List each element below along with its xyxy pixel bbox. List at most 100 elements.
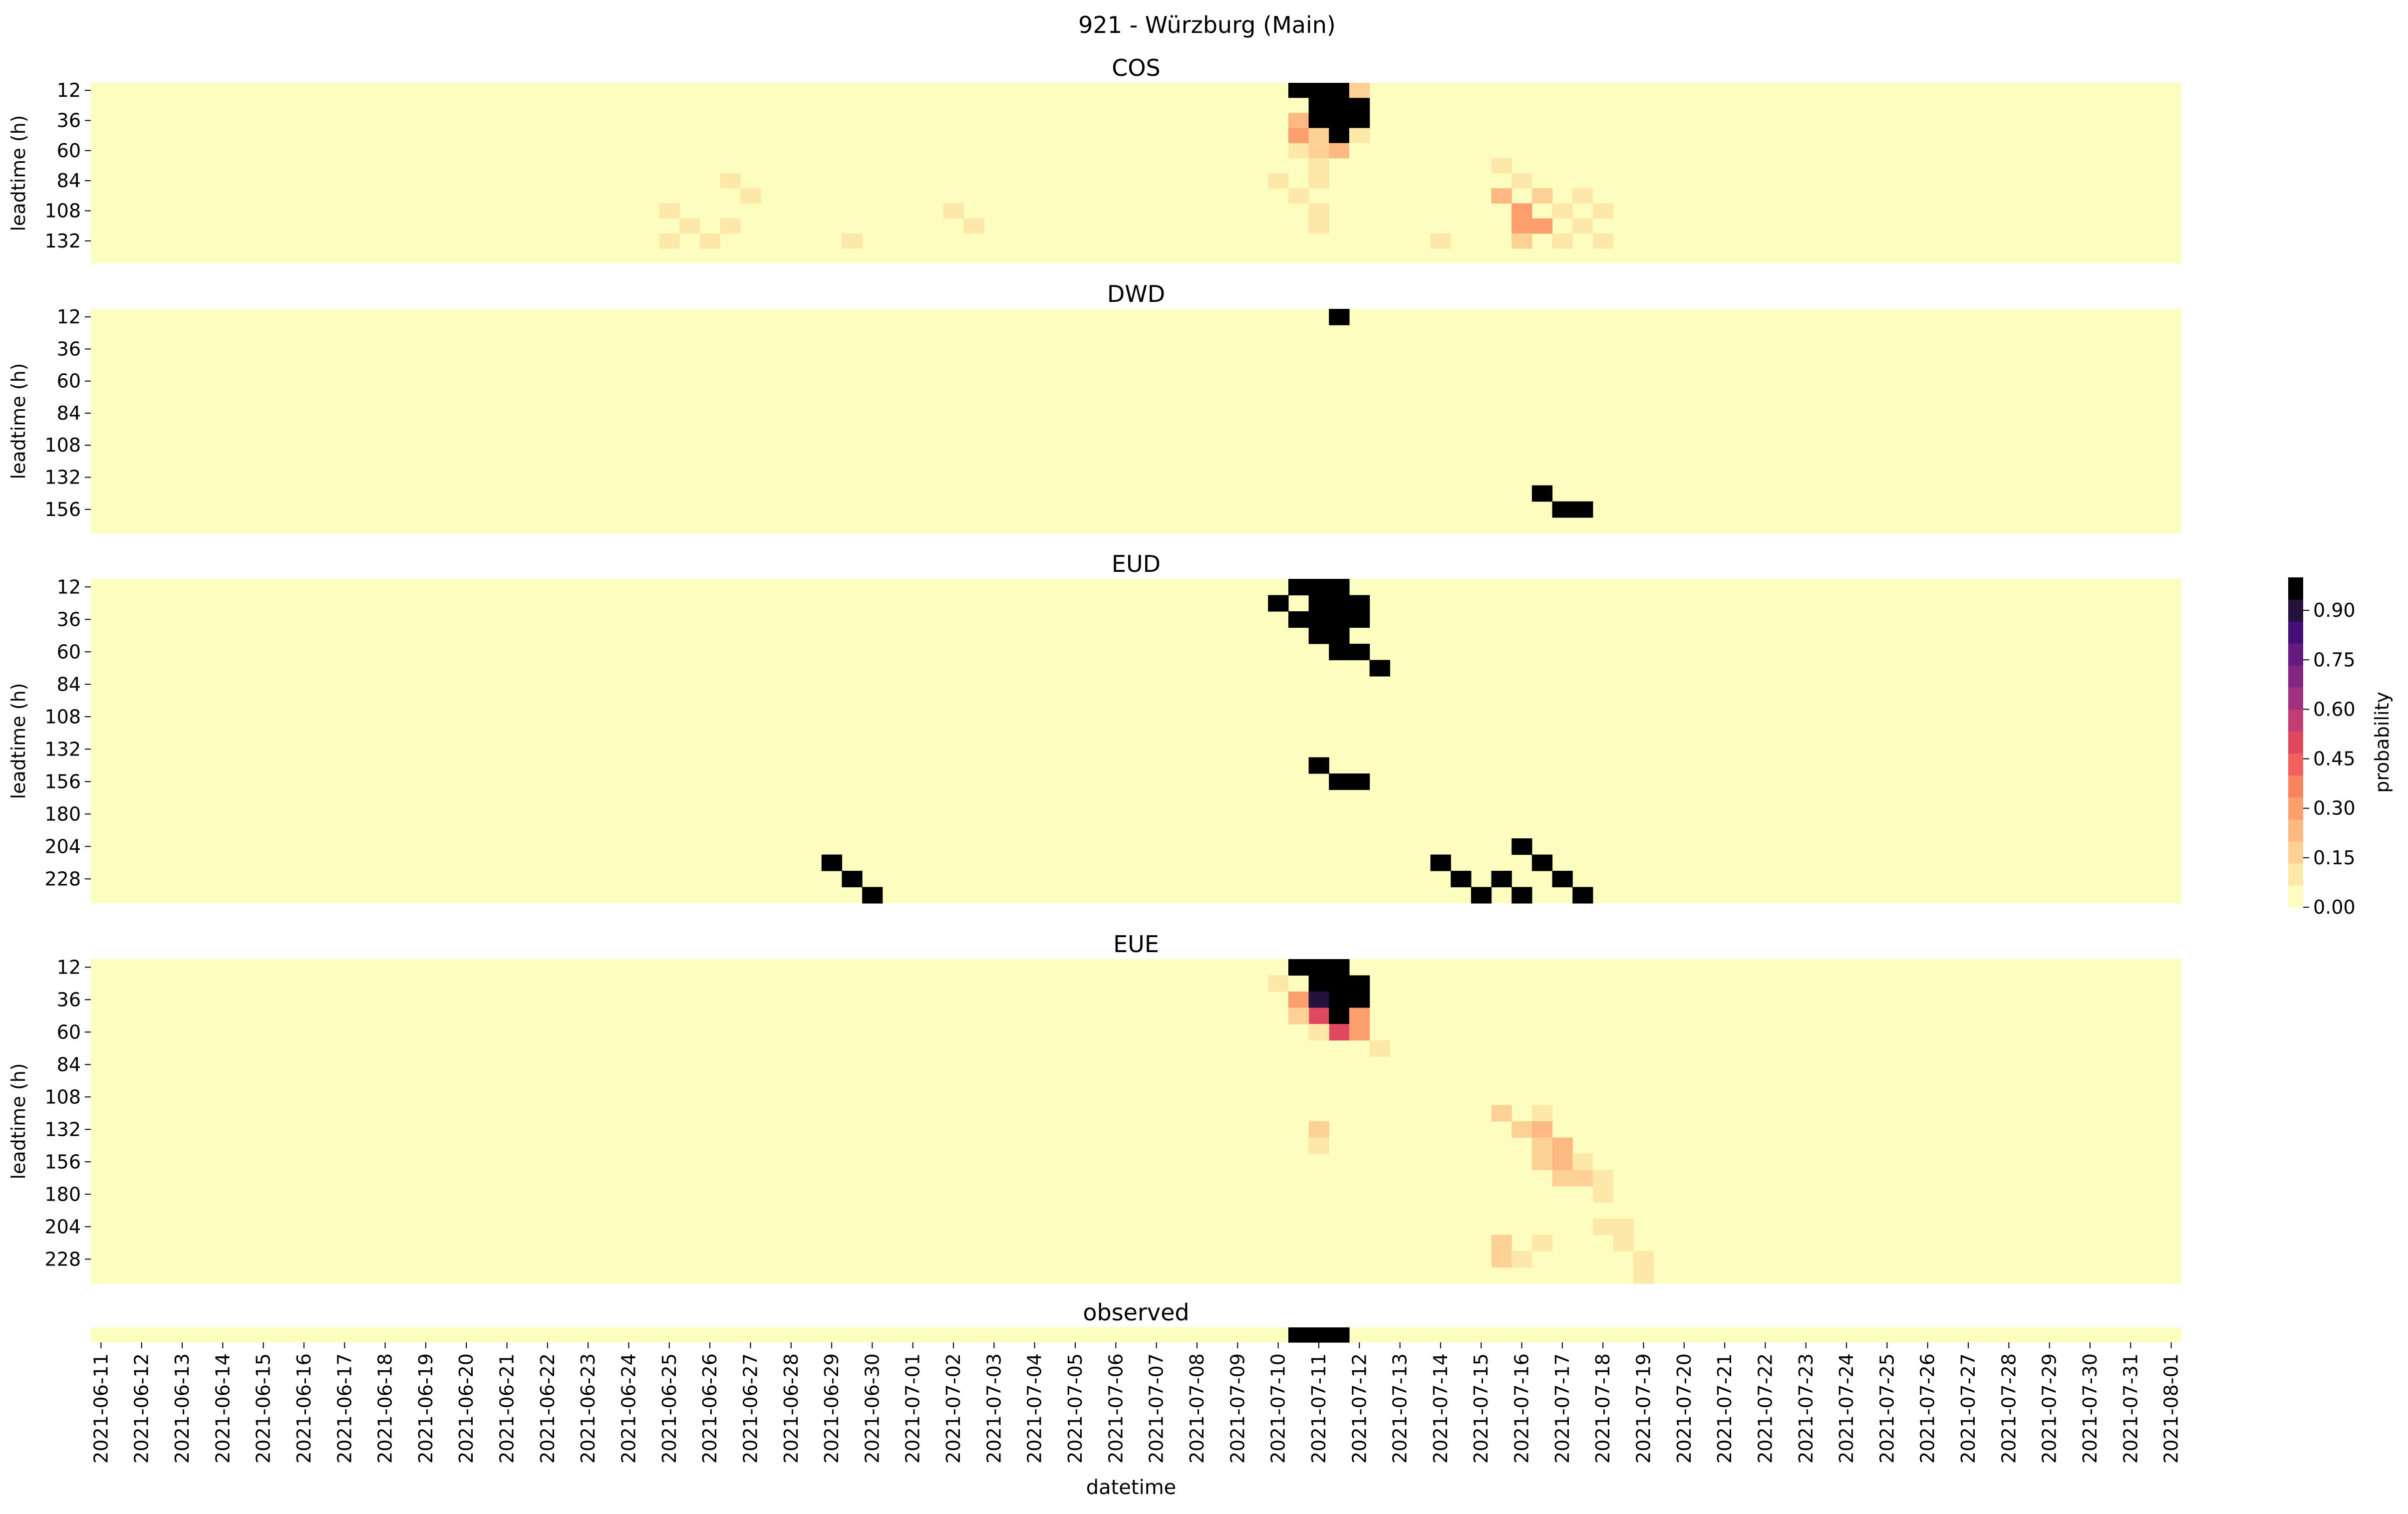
heatmap-panels: COS 12 36 60 84 108 132 leadtime (h) DWD 12 36 60 84… bbox=[7, 54, 2181, 1343]
heatmap-cell bbox=[659, 203, 680, 219]
x-tick-label: 2021-07-03 bbox=[983, 1353, 1005, 1464]
heatmap-cell bbox=[1308, 579, 1329, 596]
heatmap-cell bbox=[1308, 1121, 1329, 1138]
colorbar-tick-label: 0.90 bbox=[2313, 599, 2356, 621]
x-tick-label: 2021-07-21 bbox=[1714, 1353, 1736, 1464]
colorbar-segment bbox=[2288, 863, 2303, 886]
heatmap-cell bbox=[1268, 173, 1289, 189]
x-tick-label: 2021-07-02 bbox=[942, 1353, 964, 1464]
y-tick-label: 36 bbox=[57, 109, 81, 131]
heatmap-cell bbox=[1572, 1170, 1593, 1187]
y-tick-label: 156 bbox=[44, 1151, 81, 1173]
heatmap-cell bbox=[1491, 188, 1512, 204]
x-tick-label: 2021-07-11 bbox=[1308, 1353, 1330, 1464]
colorbar-segment bbox=[2288, 577, 2303, 600]
x-tick-label: 2021-07-12 bbox=[1348, 1353, 1370, 1464]
panel-background bbox=[91, 579, 2181, 903]
heatmap-cell bbox=[923, 173, 944, 189]
heatmap-cell bbox=[903, 158, 923, 174]
x-tick-label: 2021-06-22 bbox=[537, 1353, 559, 1464]
colorbar-segment bbox=[2288, 665, 2303, 688]
heatmap-cell bbox=[1613, 1219, 1634, 1236]
x-tick-label: 2021-06-30 bbox=[861, 1353, 883, 1464]
heatmap-cell bbox=[1552, 173, 1573, 189]
heatmap-cell bbox=[1288, 959, 1309, 976]
colorbar-segment bbox=[2288, 643, 2303, 666]
x-tick-label: 2021-07-29 bbox=[2039, 1353, 2061, 1464]
x-tick-label: 2021-07-15 bbox=[1470, 1353, 1492, 1464]
heatmap-cell bbox=[1288, 1327, 1309, 1343]
heatmap-cell bbox=[1531, 188, 1553, 204]
colorbar-tick-label: 0.00 bbox=[2313, 896, 2356, 918]
heatmap-cell bbox=[1674, 233, 1695, 249]
panel-eud: EUD 12 36 60 84 108 132 156 180 204 228 leadtime (h… bbox=[7, 550, 2181, 904]
heatmap-cell bbox=[1572, 188, 1593, 204]
heatmap-cell bbox=[1329, 143, 1350, 159]
heatmap-cell bbox=[659, 233, 680, 249]
heatmap-cell bbox=[1329, 309, 1350, 325]
heatmap-cell bbox=[598, 233, 619, 249]
heatmap-cell bbox=[1531, 218, 1553, 234]
y-axis-label: leadtime (h) bbox=[7, 115, 29, 231]
heatmap-cell bbox=[1288, 98, 1309, 113]
heatmap-cell bbox=[1308, 959, 1329, 976]
x-tick-label: 2021-06-16 bbox=[293, 1353, 315, 1464]
x-tick-label: 2021-07-10 bbox=[1267, 1353, 1289, 1464]
colorbar-segment bbox=[2288, 731, 2303, 754]
heatmap-cell bbox=[1308, 113, 1329, 129]
x-tick-label: 2021-07-14 bbox=[1430, 1353, 1452, 1464]
y-tick-label: 12 bbox=[57, 79, 81, 101]
heatmap-cell bbox=[1308, 1327, 1329, 1343]
heatmap-patch bbox=[1653, 1170, 1715, 1203]
y-tick-label: 156 bbox=[44, 499, 81, 520]
heatmap-cell bbox=[1531, 485, 1553, 502]
x-tick-label: 2021-07-30 bbox=[2079, 1353, 2101, 1464]
heatmap-cell bbox=[638, 188, 660, 204]
heatmap-cell bbox=[1430, 854, 1451, 871]
y-tick-label: 108 bbox=[44, 706, 81, 728]
heatmap-cell bbox=[1511, 887, 1532, 904]
heatmap-cell bbox=[1369, 188, 1390, 204]
heatmap-cell bbox=[1268, 158, 1289, 174]
heatmap-cell bbox=[1329, 113, 1350, 129]
panel-background bbox=[91, 1327, 2181, 1342]
x-tick-label: 2021-06-25 bbox=[658, 1353, 680, 1464]
colorbar-tick-label: 0.60 bbox=[2313, 698, 2356, 720]
heatmap-cell bbox=[1308, 757, 1329, 774]
y-axis-label: leadtime (h) bbox=[7, 683, 29, 799]
heatmap-cell bbox=[1349, 1024, 1370, 1041]
heatmap-cell bbox=[1308, 128, 1329, 144]
x-tick-label: 2021-07-27 bbox=[1957, 1353, 1979, 1464]
heatmap-cell bbox=[1288, 128, 1309, 144]
heatmap-cell bbox=[1653, 233, 1675, 249]
x-tick-label: 2021-07-23 bbox=[1795, 1353, 1817, 1464]
y-tick-label: 228 bbox=[44, 1248, 81, 1270]
y-tick-label: 180 bbox=[44, 1183, 81, 1205]
heatmap-cell bbox=[1592, 1170, 1614, 1187]
heatmap-cell bbox=[1552, 871, 1573, 888]
y-tick-label: 204 bbox=[44, 835, 81, 857]
heatmap-cell bbox=[1572, 501, 1593, 518]
heatmap-cell bbox=[1511, 233, 1532, 249]
x-axis: 2021-06-11 2021-06-12 2021-06-13 2021-06-14… bbox=[90, 1342, 2182, 1464]
y-tick-label: 132 bbox=[44, 230, 81, 252]
x-tick-label: 2021-06-23 bbox=[577, 1353, 599, 1464]
x-tick-label: 2021-07-26 bbox=[1917, 1353, 1939, 1464]
x-tick-label: 2021-06-12 bbox=[131, 1353, 153, 1464]
colorbar: 0.00 0.15 0.30 0.45 0.60 0.75 0.90 probability bbox=[2288, 577, 2393, 918]
colorbar-segment bbox=[2288, 753, 2303, 776]
y-tick-label: 108 bbox=[44, 1086, 81, 1108]
heatmap-cell bbox=[1288, 992, 1309, 1009]
colorbar-segment bbox=[2288, 885, 2303, 908]
heatmap-cell bbox=[1288, 611, 1309, 628]
heatmap-cell bbox=[1552, 1137, 1573, 1154]
figure-title: 921 - Würzburg (Main) bbox=[1078, 11, 1336, 38]
y-tick-label: 228 bbox=[44, 868, 81, 890]
heatmap-cell bbox=[1511, 218, 1532, 234]
heatmap-cell bbox=[1308, 203, 1329, 219]
heatmap-cell bbox=[476, 218, 497, 234]
y-tick-label: 84 bbox=[57, 170, 81, 192]
heatmap-cell bbox=[842, 233, 863, 249]
heatmap-cell bbox=[1349, 975, 1370, 992]
